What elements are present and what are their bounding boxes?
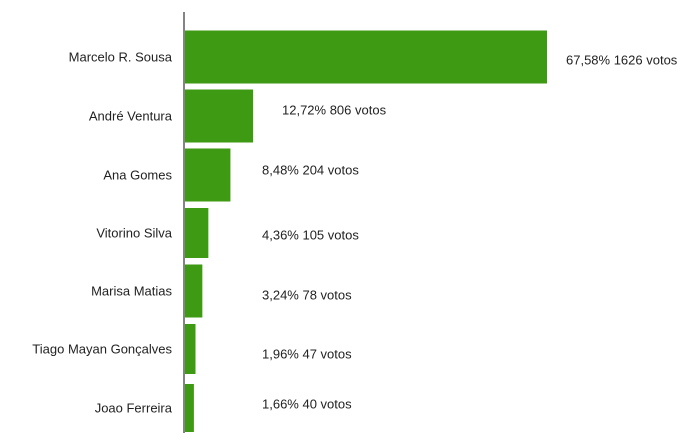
value-label: 1,96% 47 votos bbox=[262, 347, 352, 362]
category-label: Ana Gomes bbox=[103, 168, 172, 183]
value-label: 3,24% 78 votos bbox=[262, 288, 352, 303]
category-label: Marcelo R. Sousa bbox=[69, 50, 173, 65]
value-label: 67,58% 1626 votos bbox=[566, 53, 678, 68]
bar bbox=[185, 30, 547, 84]
bars-group bbox=[185, 30, 547, 432]
value-labels-group: 67,58% 1626 votos 12,72% 806 votos 8,48% 2… bbox=[262, 53, 678, 412]
value-label: 4,36% 105 votos bbox=[262, 228, 359, 243]
category-label: Marisa Matias bbox=[91, 284, 172, 299]
bar bbox=[185, 324, 196, 374]
bar bbox=[185, 264, 203, 318]
bar bbox=[185, 384, 194, 432]
category-label: Joao Ferreira bbox=[95, 401, 173, 416]
category-label: Tiago Mayan Gonçalves bbox=[32, 342, 172, 357]
value-label: 12,72% 806 votos bbox=[282, 103, 387, 118]
value-label: 8,48% 204 votos bbox=[262, 163, 359, 178]
bar bbox=[185, 148, 231, 202]
category-labels-group: Marcelo R. Sousa André Ventura Ana Gomes Vi… bbox=[32, 50, 172, 416]
bar bbox=[185, 208, 209, 258]
category-label: André Ventura bbox=[89, 109, 173, 124]
category-label: Vitorino Silva bbox=[96, 226, 172, 241]
value-label: 1,66% 40 votos bbox=[262, 397, 352, 412]
bar bbox=[185, 89, 254, 143]
